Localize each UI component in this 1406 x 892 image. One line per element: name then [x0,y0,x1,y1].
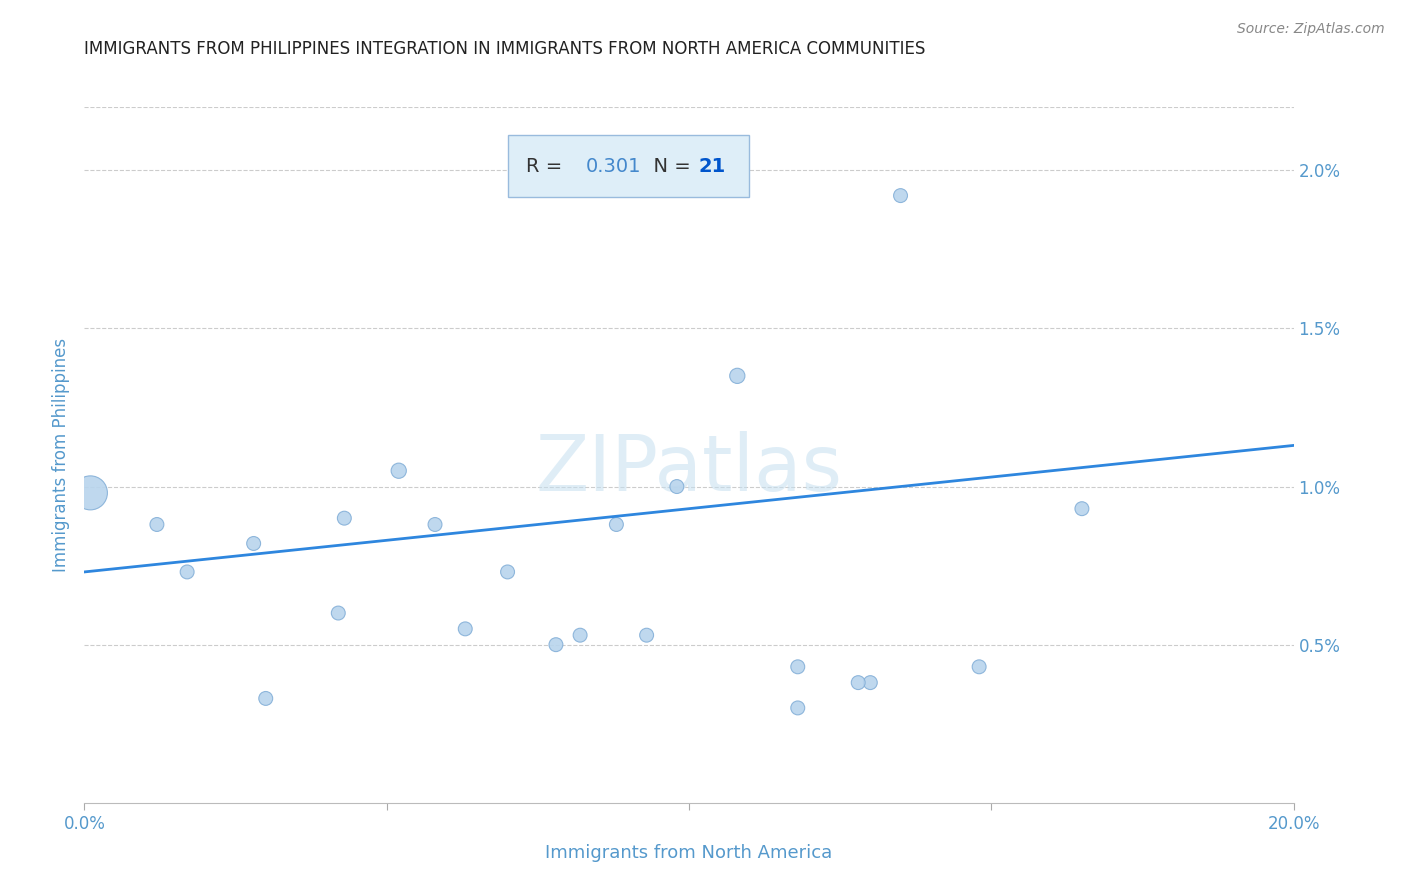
Text: 21: 21 [699,157,725,176]
Point [544,638,567,652]
Point [176,565,198,579]
Point [328,606,350,620]
Point [242,536,264,550]
Text: IMMIGRANTS FROM PHILIPPINES INTEGRATION IN IMMIGRANTS FROM NORTH AMERICA COMMUNI: IMMIGRANTS FROM PHILIPPINES INTEGRATION … [84,40,925,58]
Point [454,622,477,636]
FancyBboxPatch shape [508,135,749,197]
Point [388,464,411,478]
Text: ZIPatlas: ZIPatlas [536,431,842,507]
Point [496,565,519,579]
Point [423,517,446,532]
Point [665,479,688,493]
Point [725,368,748,383]
Text: 0.301: 0.301 [586,157,641,176]
Point [786,660,808,674]
Point [1071,501,1094,516]
Point [636,628,658,642]
Point [859,675,882,690]
Y-axis label: Immigrants from Philippines: Immigrants from Philippines [52,338,70,572]
Text: Source: ZipAtlas.com: Source: ZipAtlas.com [1237,22,1385,37]
Point [846,675,869,690]
X-axis label: Immigrants from North America: Immigrants from North America [546,844,832,862]
Point [786,701,808,715]
Text: N =: N = [641,157,696,176]
Point [605,517,627,532]
Point [254,691,277,706]
Point [967,660,990,674]
Point [890,188,912,202]
Point [569,628,592,642]
Point [79,486,101,500]
Point [146,517,169,532]
Text: R =: R = [526,157,568,176]
Point [333,511,356,525]
